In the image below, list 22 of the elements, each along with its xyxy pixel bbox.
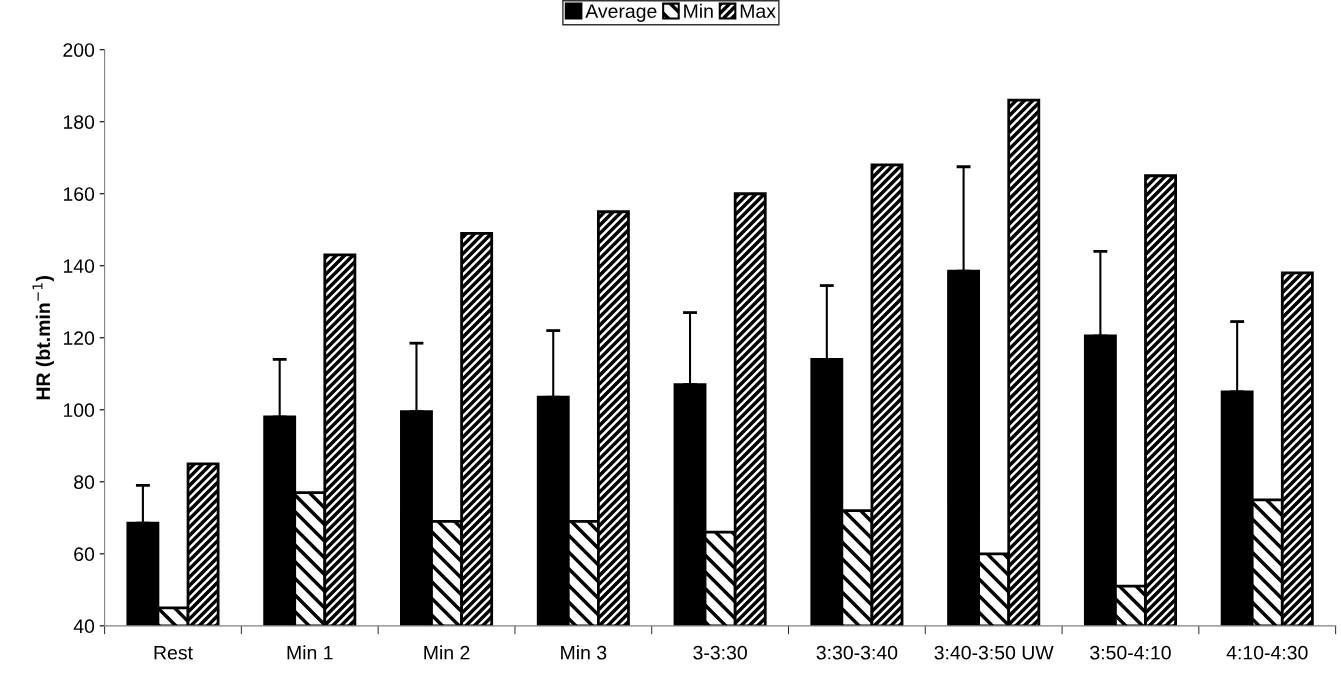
y-tick-label: 140 [63, 259, 95, 273]
x-tick-label: Min 2 [424, 645, 470, 660]
y-tick-label: 80 [74, 475, 95, 490]
x-tick-label: Rest [154, 646, 193, 660]
y-tick-label: 60 [74, 547, 95, 562]
legend-label: Average [585, 4, 657, 22]
legend-label: Min [684, 3, 713, 18]
y-tick-label: 160 [63, 187, 95, 201]
x-tick-label: 3:50-4:10 [1090, 645, 1171, 660]
y-tick-label: 180 [63, 115, 95, 129]
x-tick-label: 3-3:30 [693, 645, 747, 660]
x-tick-label: 3:40-3:50 UW [934, 645, 1054, 660]
x-tick-label: Min 3 [561, 645, 607, 660]
x-tick-label: 3:30-3:40 [816, 645, 898, 660]
x-tick-label: Min 1 [287, 645, 333, 660]
y-tick-label: 40 [73, 619, 95, 634]
y-tick-label: 120 [63, 331, 95, 346]
legend-label: Max [740, 4, 776, 19]
y-tick-label: 200 [63, 43, 95, 57]
x-tick-label: 4:10-4:30 [1226, 645, 1308, 660]
y-axis-title: HR (bt.min$^{−1}$) [32, 276, 54, 400]
y-tick-label: 100 [63, 403, 95, 418]
